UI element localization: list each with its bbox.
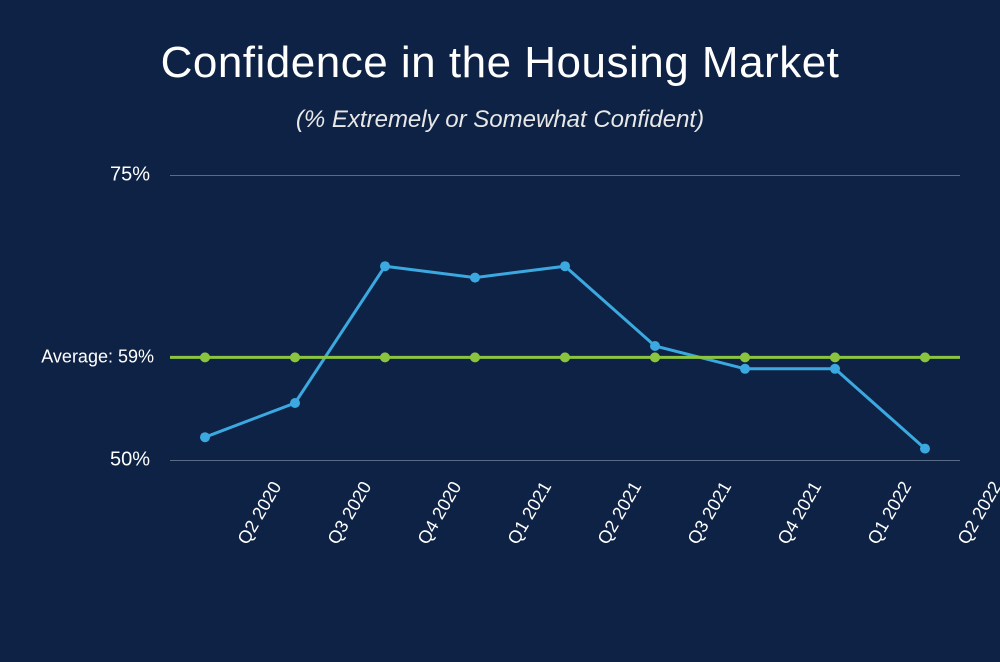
average-point — [290, 352, 300, 362]
data-point — [830, 364, 840, 374]
average-point — [740, 352, 750, 362]
x-tick-label: Q2 2020 — [234, 478, 287, 548]
data-point — [470, 273, 480, 283]
x-tick-label: Q3 2020 — [324, 478, 377, 548]
x-tick-label: Q2 2021 — [594, 478, 647, 548]
x-tick-label: Q4 2020 — [414, 478, 467, 548]
data-point — [560, 261, 570, 271]
gridline — [170, 460, 960, 461]
chart-svg — [170, 175, 960, 460]
x-tick-label: Q2 2022 — [954, 478, 1000, 548]
data-point — [200, 432, 210, 442]
average-point — [200, 352, 210, 362]
data-point — [650, 341, 660, 351]
data-point — [290, 398, 300, 408]
average-point — [920, 352, 930, 362]
x-tick-label: Q3 2021 — [684, 478, 737, 548]
average-point — [830, 352, 840, 362]
average-point — [650, 352, 660, 362]
y-tick-label: 75% — [110, 164, 150, 187]
chart-title: Confidence in the Housing Market — [0, 0, 1000, 88]
x-tick-label: Q1 2022 — [864, 478, 917, 548]
x-tick-label: Q4 2021 — [774, 478, 827, 548]
gridline — [170, 175, 960, 176]
data-point — [380, 261, 390, 271]
x-tick-label: Q1 2021 — [504, 478, 557, 548]
data-point — [920, 444, 930, 454]
average-label: Average: 59% — [41, 347, 154, 368]
average-point — [470, 352, 480, 362]
chart-subtitle: (% Extremely or Somewhat Confident) — [0, 106, 1000, 134]
y-tick-label: 50% — [110, 449, 150, 472]
average-point — [380, 352, 390, 362]
chart-plot-area: 50%75%Average: 59%Q2 2020Q3 2020Q4 2020Q… — [170, 175, 960, 460]
average-point — [560, 352, 570, 362]
data-point — [740, 364, 750, 374]
